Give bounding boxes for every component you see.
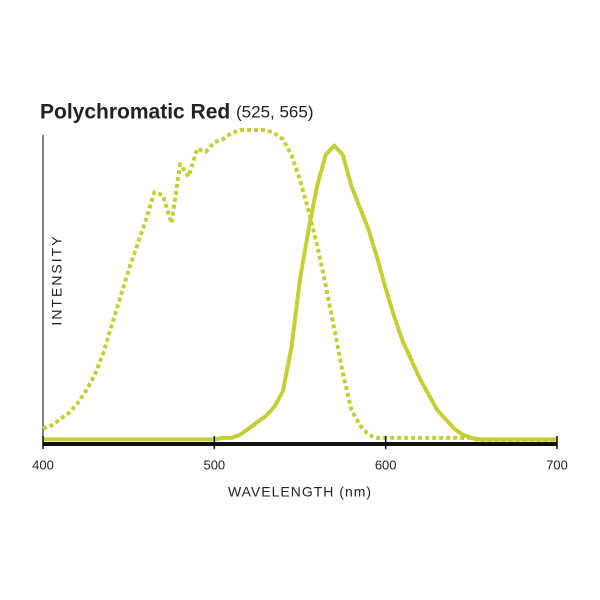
chart-subtitle: (525, 565) [236, 102, 314, 121]
x-axis-label: WAVELENGTH (nm) [228, 484, 372, 500]
x-tick-label: 700 [546, 457, 568, 472]
x-tick-label: 600 [375, 457, 397, 472]
x-tick-label: 400 [32, 457, 54, 472]
y-axis-label: INTENSITY [49, 234, 65, 325]
emission-line [43, 143, 557, 442]
chart-title: Polychromatic Red [40, 101, 230, 124]
x-tick-label: 500 [203, 457, 225, 472]
